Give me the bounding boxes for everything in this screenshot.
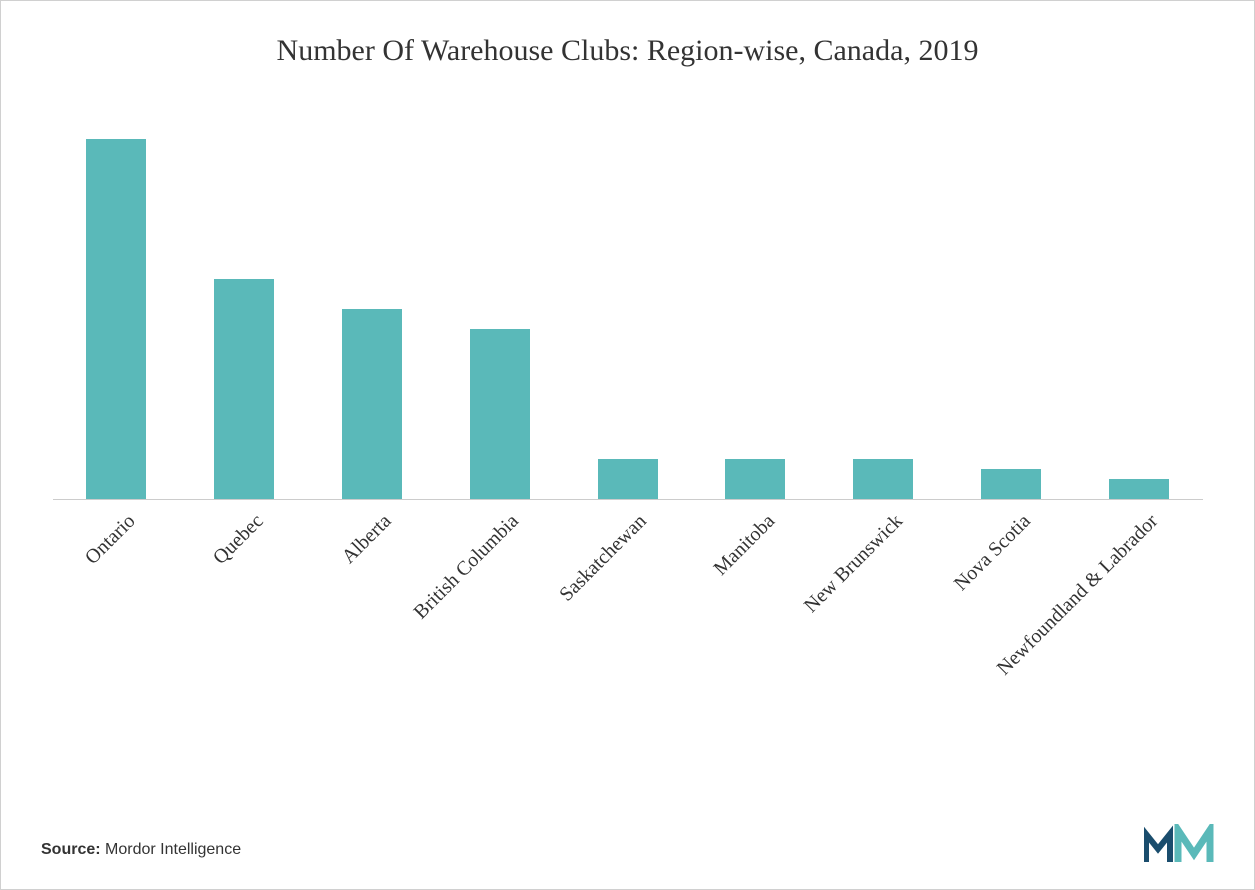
source-attribution: Source: Mordor Intelligence	[41, 841, 241, 859]
bar-rect	[981, 469, 1041, 499]
bar-rect	[214, 279, 274, 499]
bar	[214, 99, 274, 499]
brand-logo	[1144, 824, 1214, 864]
x-axis-label: Manitoba	[709, 510, 779, 580]
x-axis-label: British Columbia	[410, 510, 524, 624]
bar	[598, 99, 658, 499]
source-label: Source:	[41, 841, 101, 858]
bar-rect	[1109, 479, 1169, 499]
x-axis-label: Ontario	[81, 510, 140, 569]
chart-title: Number Of Warehouse Clubs: Region-wise, …	[178, 31, 1078, 70]
chart-plot-area	[53, 100, 1203, 500]
bar-rect	[598, 459, 658, 499]
bar-rect	[470, 329, 530, 499]
x-axis-label: Nova Scotia	[949, 510, 1035, 596]
x-axis-labels: Ontario Quebec AlbertaBritish Columbia Sask…	[53, 500, 1203, 800]
bar	[981, 99, 1041, 499]
bar-rect	[86, 139, 146, 499]
bar	[853, 99, 913, 499]
bar-rect	[853, 459, 913, 499]
x-axis-label: Alberta	[338, 510, 397, 569]
bar-container	[53, 100, 1203, 500]
x-axis-label: Quebec	[209, 510, 268, 569]
bar	[342, 99, 402, 499]
bar	[725, 99, 785, 499]
bar	[1109, 99, 1169, 499]
bar-rect	[725, 459, 785, 499]
source-value: Mordor Intelligence	[105, 841, 241, 858]
x-axis-label: Saskatchewan	[555, 510, 651, 606]
x-axis-label: New Brunswick	[800, 510, 908, 618]
bar-rect	[342, 309, 402, 499]
bar	[86, 99, 146, 499]
bar	[470, 99, 530, 499]
